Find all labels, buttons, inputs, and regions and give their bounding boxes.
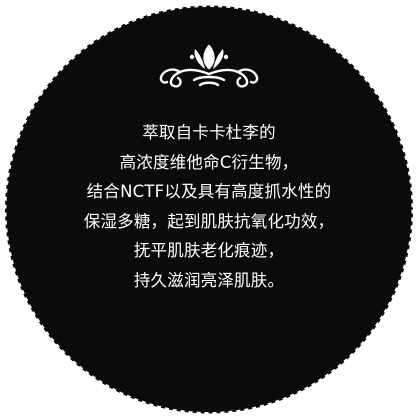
description-line: 结合NCTF以及具有高度抓水性的: [86, 182, 332, 201]
description-line: 抚平肌肤老化痕迹，: [133, 241, 285, 260]
black-circle-badge: [3, 3, 415, 416]
product-description: 萃取自卡卡杜李的 高浓度维他命C衍生物， 结合NCTF以及具有高度抓水性的 保湿…: [40, 118, 378, 295]
description-line: 萃取自卡卡杜李的: [142, 123, 276, 142]
circle-badge-shape: [4, 5, 414, 414]
flourish-ornament-icon: [154, 42, 264, 90]
description-line: 持久滋润亮泽肌肤。: [133, 270, 285, 290]
badge-fill: [5, 5, 413, 414]
description-line: 高浓度维他命C衍生物，: [119, 152, 299, 172]
description-line: 保湿多糖，起到肌肤抗氧化功效，: [83, 211, 335, 231]
badge-dashed-edge: [4, 5, 414, 414]
